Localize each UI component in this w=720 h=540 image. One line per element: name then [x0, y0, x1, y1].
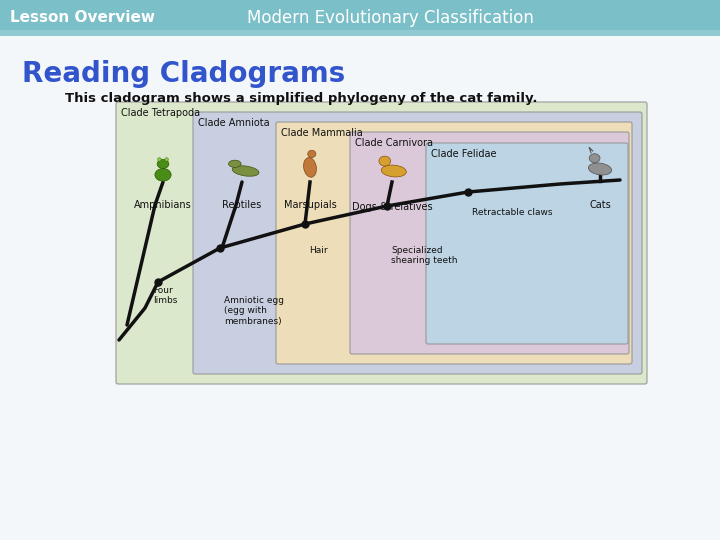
Text: This cladogram shows a simplified phylogeny of the cat family.: This cladogram shows a simplified phylog… — [65, 92, 538, 105]
Text: Amniotic egg
(egg with
membranes): Amniotic egg (egg with membranes) — [224, 296, 284, 326]
Bar — [0, 0, 720, 36]
Bar — [0, 30, 720, 36]
Ellipse shape — [589, 154, 600, 163]
FancyBboxPatch shape — [276, 122, 632, 364]
Text: Cats: Cats — [589, 200, 611, 210]
Text: Retractable claws: Retractable claws — [472, 208, 552, 217]
Ellipse shape — [381, 165, 406, 177]
Text: Hair: Hair — [309, 246, 328, 255]
Text: Dogs & relatives: Dogs & relatives — [351, 202, 432, 212]
Text: Clade Tetrapoda: Clade Tetrapoda — [121, 108, 200, 118]
Ellipse shape — [233, 166, 259, 176]
FancyBboxPatch shape — [350, 132, 629, 354]
Text: Modern Evolutionary Classification: Modern Evolutionary Classification — [246, 9, 534, 27]
Ellipse shape — [155, 168, 171, 181]
FancyBboxPatch shape — [193, 112, 642, 374]
Circle shape — [165, 158, 168, 161]
Text: Four
limbs: Four limbs — [153, 286, 177, 306]
Ellipse shape — [307, 150, 316, 158]
Text: Clade Felidae: Clade Felidae — [431, 149, 497, 159]
Text: Specialized
shearing teeth: Specialized shearing teeth — [391, 246, 457, 265]
FancyBboxPatch shape — [116, 102, 647, 384]
Text: Lesson Overview: Lesson Overview — [10, 10, 155, 25]
Text: Reptiles: Reptiles — [222, 200, 261, 210]
Text: Marsupials: Marsupials — [284, 200, 336, 210]
Text: Clade Carnivora: Clade Carnivora — [355, 138, 433, 148]
Ellipse shape — [588, 163, 611, 175]
Ellipse shape — [379, 156, 391, 166]
Text: Reading Cladograms: Reading Cladograms — [22, 60, 346, 88]
Ellipse shape — [157, 159, 169, 168]
Text: Clade Amniota: Clade Amniota — [198, 118, 269, 128]
FancyBboxPatch shape — [426, 143, 628, 344]
Text: Amphibians: Amphibians — [134, 200, 192, 210]
Ellipse shape — [304, 158, 316, 177]
Ellipse shape — [228, 160, 241, 167]
Circle shape — [158, 158, 161, 161]
Text: Clade Mammalia: Clade Mammalia — [281, 128, 363, 138]
